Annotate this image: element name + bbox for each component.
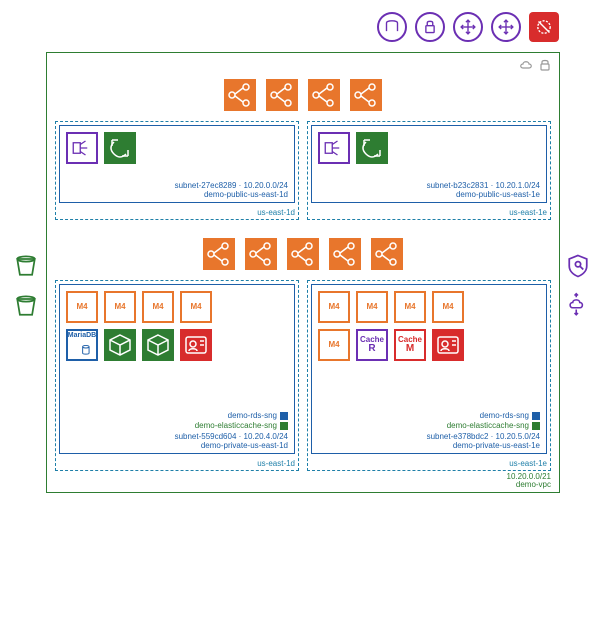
- vpc-container: subnet-27ec8289 · 10.20.0.0/24demo-publi…: [46, 52, 560, 493]
- ec2-instance-tile: M4: [66, 291, 98, 323]
- private-subnet: M4M4M4M4 M4CacheRCacheM demo-rds-sngdemo…: [311, 284, 547, 454]
- public-subnets-row: subnet-27ec8289 · 10.20.0.0/24demo-publi…: [55, 121, 551, 220]
- elb-tile: [224, 79, 256, 111]
- zone-label: us-east-1d: [59, 207, 295, 218]
- toolbar-target-icon[interactable]: [529, 12, 559, 42]
- elb-tile: [287, 238, 319, 270]
- elb-row-mid: [55, 220, 551, 280]
- vpc-cidr: 10.20.0.0/21: [55, 473, 551, 482]
- zone-label: us-east-1e: [311, 207, 547, 218]
- private-subnet: M4M4M4M4 MariaDB demo-rds-sngdemo-elasti…: [59, 284, 295, 454]
- iam-tile: [180, 329, 212, 361]
- ec2-instance-tile: M4: [394, 291, 426, 323]
- toolbar-lock-icon[interactable]: [415, 12, 445, 42]
- left-external-services: [12, 52, 42, 320]
- vpc-footer: 10.20.0.0/21 demo-vpc: [55, 471, 551, 491]
- elb-tile: [308, 79, 340, 111]
- availability-zone: M4M4M4M4 M4CacheRCacheM demo-rds-sngdemo…: [307, 280, 551, 471]
- elb-tile: [329, 238, 361, 270]
- ec2-instance-tile: M4: [356, 291, 388, 323]
- subnet-group-label: demo-rds-sng: [66, 411, 288, 421]
- ec2-instance-tile: M4: [318, 291, 350, 323]
- s3-bucket-icon: [12, 292, 40, 320]
- elb-tile: [245, 238, 277, 270]
- autoscale-tile: [104, 132, 136, 164]
- zone-label: us-east-1e: [311, 458, 547, 469]
- service-cube-tile: [104, 329, 136, 361]
- top-toolbar: [12, 12, 594, 42]
- availability-zone: subnet-27ec8289 · 10.20.0.0/24demo-publi…: [55, 121, 299, 220]
- cloud-icon: [517, 57, 533, 71]
- right-external-services: [564, 52, 594, 320]
- elb-tile: [371, 238, 403, 270]
- ec2-instance-tile: M4: [104, 291, 136, 323]
- elb-tile: [350, 79, 382, 111]
- subnet-footer: subnet-b23c2831 · 10.20.1.0/24demo-publi…: [318, 180, 540, 200]
- route-table-tile: [66, 132, 98, 164]
- public-subnet: subnet-27ec8289 · 10.20.0.0/24demo-publi…: [59, 125, 295, 203]
- route-table-tile: [318, 132, 350, 164]
- lock-icon: [537, 57, 553, 71]
- iam-tile: [432, 329, 464, 361]
- s3-bucket-icon: [12, 252, 40, 280]
- ec2-instance-tile: M4: [432, 291, 464, 323]
- autoscale-tile: [356, 132, 388, 164]
- subnet-group-label: demo-rds-sng: [318, 411, 540, 421]
- elasticache-tile: CacheR: [356, 329, 388, 361]
- subnet-group-label: demo-elasticcache-sng: [318, 421, 540, 431]
- cloud-arrows-icon: [564, 292, 592, 320]
- public-subnet: subnet-b23c2831 · 10.20.1.0/24demo-publi…: [311, 125, 547, 203]
- private-subnets-row: M4M4M4M4 MariaDB demo-rds-sngdemo-elasti…: [55, 280, 551, 471]
- toolbar-gateway-icon[interactable]: [377, 12, 407, 42]
- rds-tile: MariaDB: [66, 329, 98, 361]
- ec2-instance-tile: M4: [142, 291, 174, 323]
- elb-tile: [266, 79, 298, 111]
- elb-tile: [203, 238, 235, 270]
- elasticache-tile: CacheM: [394, 329, 426, 361]
- subnet-footer: subnet-27ec8289 · 10.20.0.0/24demo-publi…: [66, 180, 288, 200]
- subnet-group-label: demo-elasticcache-sng: [66, 421, 288, 431]
- toolbar-expand-icon[interactable]: [453, 12, 483, 42]
- toolbar-expand-icon[interactable]: [491, 12, 521, 42]
- vpc-header-icons: [517, 57, 553, 71]
- vpc-name: demo-vpc: [516, 480, 551, 489]
- service-cube-tile: [142, 329, 174, 361]
- subnet-footer: subnet-559cd604 · 10.20.4.0/24demo-priva…: [66, 431, 288, 451]
- ec2-instance-tile: M4: [318, 329, 350, 361]
- shield-icon: [564, 252, 592, 280]
- availability-zone: subnet-b23c2831 · 10.20.1.0/24demo-publi…: [307, 121, 551, 220]
- availability-zone: M4M4M4M4 MariaDB demo-rds-sngdemo-elasti…: [55, 280, 299, 471]
- elb-row-top: [55, 61, 551, 121]
- subnet-footer: subnet-e378bdc2 · 10.20.5.0/24demo-priva…: [318, 431, 540, 451]
- zone-label: us-east-1d: [59, 458, 295, 469]
- ec2-instance-tile: M4: [180, 291, 212, 323]
- diagram-stage: subnet-27ec8289 · 10.20.0.0/24demo-publi…: [12, 52, 594, 493]
